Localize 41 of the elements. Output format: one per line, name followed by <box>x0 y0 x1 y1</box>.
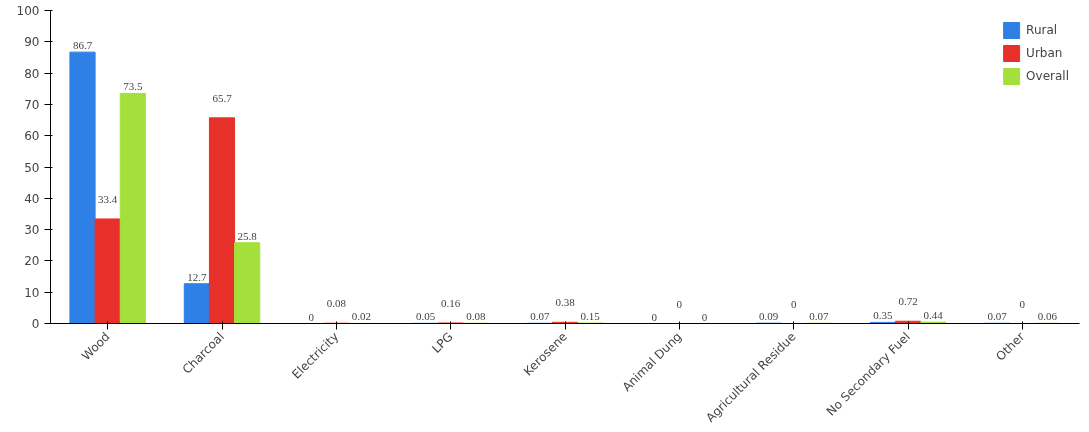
y-tick-label: 100 <box>16 4 40 18</box>
data-label: 33.4 <box>98 192 118 205</box>
data-label: 0.35 <box>873 309 893 322</box>
data-label: 0.07 <box>809 310 829 323</box>
y-tick-label: 60 <box>24 129 40 144</box>
data-label: 65.7 <box>212 91 233 104</box>
y-tick-label: 80 <box>24 66 40 81</box>
y-tick-label: 0 <box>31 317 40 331</box>
data-label: 86.7 <box>72 39 93 52</box>
data-label: 0.06 <box>1037 310 1058 323</box>
y-tick-label: 90 <box>24 35 40 50</box>
data-label: 0.16 <box>441 297 461 309</box>
data-label: 0 <box>651 310 658 323</box>
legend-label: Overall <box>1026 69 1069 83</box>
data-label: 73.5 <box>123 80 143 93</box>
data-label: 0.05 <box>415 310 436 323</box>
data-label: 0.44 <box>923 309 944 322</box>
y-tick-label: 50 <box>24 160 40 175</box>
data-label: 25.8 <box>237 229 258 242</box>
data-label: 12.7 <box>187 270 207 283</box>
data-label: 0.02 <box>351 310 372 323</box>
y-tick-label: 70 <box>24 97 40 112</box>
data-label: 0 <box>1019 297 1026 310</box>
data-label: 0.07 <box>530 310 550 323</box>
y-tick-label: 40 <box>24 191 40 206</box>
data-label: 0.08 <box>466 310 486 323</box>
data-label: 0.15 <box>580 310 601 323</box>
data-label: 0.08 <box>326 297 347 310</box>
data-label: 0.72 <box>898 295 918 308</box>
data-label: 0.38 <box>555 296 576 309</box>
data-label: 0 <box>790 297 797 310</box>
y-tick-label: 30 <box>24 223 40 238</box>
y-tick-label: 20 <box>24 254 40 269</box>
data-label: 0 <box>308 310 315 323</box>
data-label: 0.09 <box>758 310 779 323</box>
data-label: 0 <box>701 310 708 323</box>
data-label: 0 <box>676 297 683 310</box>
data-label: 0.07 <box>987 310 1008 323</box>
legend-label: Urban <box>1026 46 1063 60</box>
legend-label: Rural <box>1026 23 1058 37</box>
y-tick-label: 10 <box>24 285 40 300</box>
